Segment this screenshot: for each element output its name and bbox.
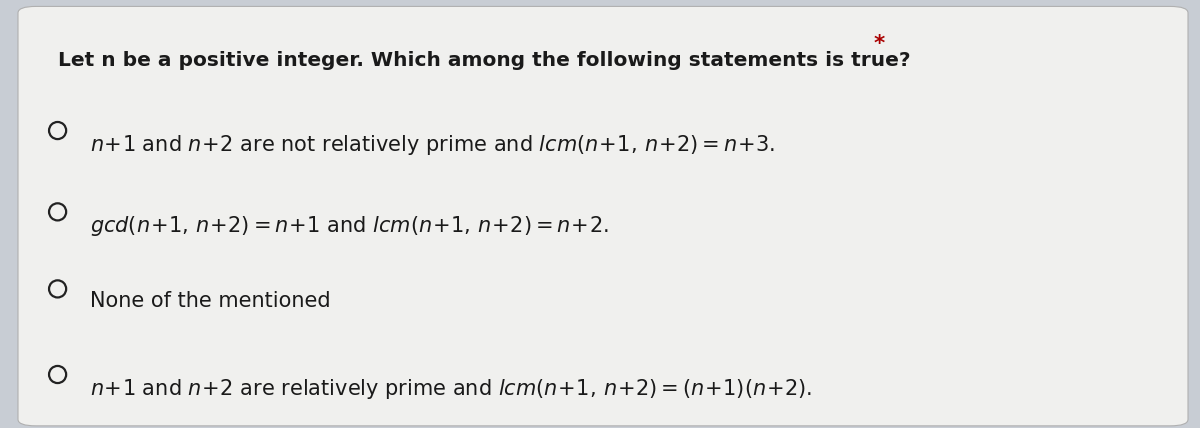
Text: $n\!+\!1$ and $n\!+\!2$ are not relatively prime and $\mathit{lcm}(n\!+\!1,\,n\!: $n\!+\!1$ and $n\!+\!2$ are not relative…: [90, 133, 775, 157]
Text: $\mathit{gcd}(n\!+\!1,\,n\!+\!2) = n\!+\!1$ and $\mathit{lcm}(n\!+\!1,\,n\!+\!2): $\mathit{gcd}(n\!+\!1,\,n\!+\!2) = n\!+\…: [90, 214, 608, 238]
Text: None of the mentioned: None of the mentioned: [90, 291, 331, 311]
FancyBboxPatch shape: [18, 6, 1188, 426]
Text: Let n be a positive integer. Which among the following statements is true?: Let n be a positive integer. Which among…: [58, 51, 910, 70]
Text: *: *: [874, 34, 884, 54]
Text: $n\!+\!1$ and $n\!+\!2$ are relatively prime and $\mathit{lcm}(n\!+\!1,\,n\!+\!2: $n\!+\!1$ and $n\!+\!2$ are relatively p…: [90, 377, 812, 401]
